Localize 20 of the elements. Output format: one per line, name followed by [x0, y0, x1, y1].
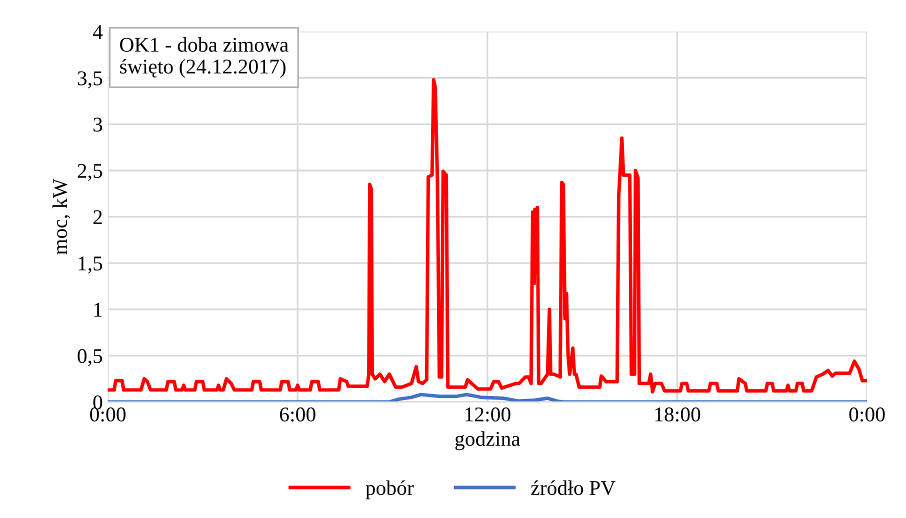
x-tick-label: 6:00 [280, 407, 316, 422]
y-tick-label: 1 [94, 302, 102, 317]
y-tick-label: 0,5 [78, 349, 102, 366]
y-tick-label: 4 [92, 25, 103, 39]
x-axis-title: godzina [455, 431, 520, 450]
y-tick-label: 1,5 [78, 256, 102, 274]
x-tick-label: 18:00 [655, 407, 700, 422]
x-tick-label: 12:00 [466, 407, 510, 422]
y-tick-label: 2 [93, 210, 102, 224]
y-tick-label: 0 [93, 395, 102, 410]
annotation: OK1 - doba zimowa święto (24.12.2017) [120, 37, 288, 78]
legend-label: pobór [366, 480, 414, 500]
line-series [108, 78, 868, 394]
legend-label: źródło PV [531, 480, 616, 496]
y-tick-label: 3 [94, 118, 102, 132]
y-tick-label: 2,5 [78, 164, 102, 181]
y-axis-title: moc, kW [52, 178, 70, 255]
y-tick-label: 3,5 [78, 71, 102, 88]
x-tick-label: 0:00 [90, 407, 126, 422]
x-tick-label: 0:00 [849, 407, 885, 422]
